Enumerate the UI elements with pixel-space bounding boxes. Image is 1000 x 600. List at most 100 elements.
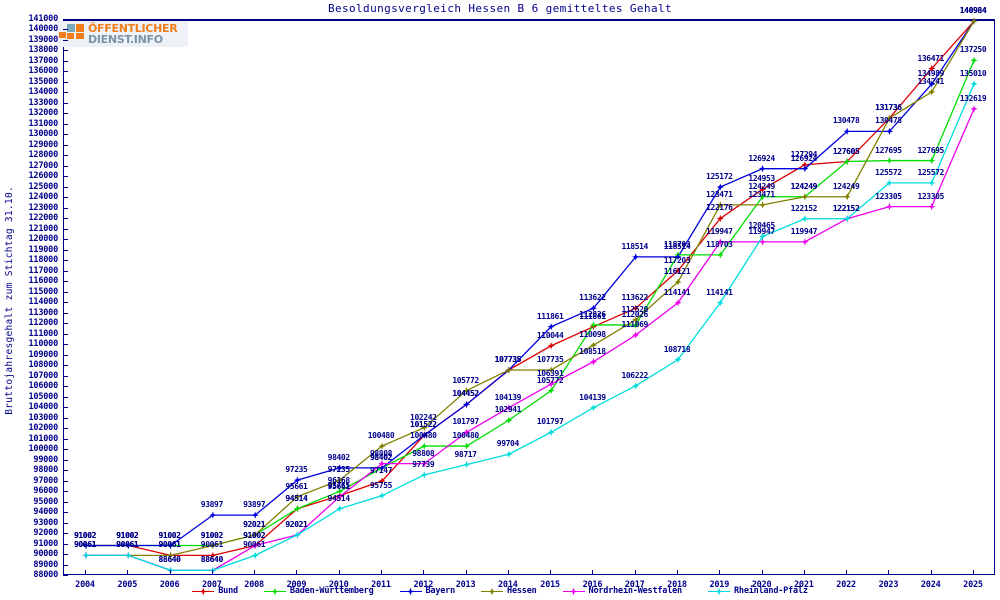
y-axis-tick-mark [63, 386, 68, 388]
x-axis-tick-label: 2008 [244, 580, 264, 590]
data-point-marker [928, 156, 936, 165]
chart-legend: Bund Baden-Württemberg Bayern Hessen Nordrhe… [0, 586, 1000, 596]
y-axis-tick-mark [63, 407, 68, 409]
data-point-marker [251, 541, 259, 550]
y-axis-tick-label: 132000 [28, 108, 58, 119]
data-point-marker [82, 551, 90, 559]
y-axis-tick-mark [63, 81, 68, 83]
y-axis-tick-label: 103000 [28, 412, 58, 423]
y-axis-tick-label: 108000 [28, 360, 58, 371]
data-point-marker [970, 80, 978, 88]
y-axis-tick-label: 111000 [28, 328, 58, 339]
data-point-marker [716, 201, 724, 209]
y-axis-tick-label: 140000 [28, 24, 58, 35]
legend-item-bayern[interactable]: Bayern [399, 586, 455, 596]
series-line [86, 83, 975, 571]
data-point-marker [547, 342, 555, 350]
x-axis-tick-mark [719, 570, 721, 575]
x-axis-tick-mark [169, 570, 171, 575]
series-line [86, 20, 975, 557]
data-point-marker [716, 214, 724, 223]
y-axis-tick-label: 90000 [33, 549, 58, 560]
x-axis-tick-label: 2015 [540, 580, 560, 590]
y-axis-tick-label: 123000 [28, 202, 58, 213]
data-point-marker [801, 238, 809, 246]
data-point-marker [632, 304, 640, 312]
y-axis-tick-label: 106000 [28, 381, 58, 392]
data-point-marker [970, 17, 978, 25]
data-point-marker [420, 423, 428, 432]
x-axis-tick-label: 2019 [709, 580, 730, 590]
x-axis-tick-label: 2021 [794, 580, 814, 590]
y-axis-tick-mark [63, 29, 68, 31]
data-point-marker [293, 505, 302, 513]
legend-item-baden-w-rttemberg[interactable]: Baden-Württemberg [263, 586, 374, 596]
y-axis-tick-label: 136000 [28, 66, 58, 77]
x-axis-tick-label: 2009 [286, 580, 307, 590]
legend-marker-icon [399, 586, 422, 596]
x-axis-tick-mark [973, 570, 974, 575]
logo-line-1: ÖFFENTLICHER [88, 21, 178, 35]
data-point-marker [336, 476, 344, 484]
y-axis-tick-mark [63, 102, 68, 104]
x-axis-tick-mark [803, 570, 805, 575]
data-point-marker [674, 356, 682, 364]
legend-item-hessen[interactable]: Hessen [481, 586, 537, 596]
y-axis-tick-mark [63, 50, 68, 52]
y-axis-tick-label: 135000 [28, 76, 58, 87]
x-axis-tick-mark [211, 570, 213, 575]
y-axis-tick-label: 124000 [28, 192, 58, 203]
y-axis-tick-label: 131000 [28, 118, 58, 129]
plot-area [63, 17, 995, 575]
x-axis-tick-mark [592, 570, 594, 575]
data-point-marker [928, 88, 936, 96]
data-point-marker [124, 551, 132, 559]
y-axis-tick-mark [63, 354, 68, 356]
data-point-marker [547, 428, 555, 436]
data-point-marker [336, 487, 344, 495]
data-point-marker [928, 64, 936, 73]
x-axis-tick-mark [254, 570, 256, 575]
y-axis-tick-label: 104000 [28, 402, 58, 413]
data-point-marker [885, 203, 894, 211]
data-point-marker [589, 321, 598, 329]
legend-item-rheinland-pfalz[interactable]: Rheinland-Pfalz [707, 586, 808, 596]
y-axis-tick-label: 110000 [28, 339, 58, 350]
x-axis-tick-mark [507, 570, 509, 575]
legend-label: Rheinland-Pfalz [733, 586, 808, 596]
data-point-marker [124, 541, 132, 550]
y-axis-tick-mark [63, 176, 68, 178]
y-axis-tick-mark [63, 564, 68, 566]
data-point-marker [674, 278, 682, 286]
y-axis-tick-label: 127000 [28, 160, 58, 171]
y-axis-tick-label: 109000 [28, 349, 58, 360]
y-axis-tick-label: 137000 [28, 55, 58, 66]
data-point-marker [547, 366, 555, 374]
data-point-marker [462, 460, 471, 469]
legend-item-nordrhein-westfalen[interactable]: Nordrhein-Westfalen [562, 586, 682, 596]
data-point-marker [970, 56, 978, 64]
logo-line-2: DIENST.INFO [88, 33, 163, 46]
data-point-marker [716, 299, 724, 307]
series-line [86, 108, 975, 571]
y-axis-tick-mark [63, 512, 68, 514]
y-axis-tick-mark [63, 491, 68, 493]
y-axis-tick-mark [63, 218, 68, 220]
data-point-marker [758, 193, 767, 201]
y-axis-tick-label: 115000 [28, 286, 58, 297]
y-axis-tick-mark [63, 375, 68, 377]
data-point-marker [166, 566, 175, 574]
legend-item-bund[interactable]: Bund [192, 586, 238, 596]
data-point-marker [885, 179, 894, 187]
y-axis-tick-label: 121000 [28, 223, 58, 234]
x-axis-tick-label: 2017 [624, 580, 645, 590]
data-point-marker [801, 193, 809, 201]
x-axis-tick-label: 2023 [878, 580, 899, 590]
data-point-marker [378, 464, 386, 472]
data-point-marker [251, 551, 259, 559]
data-point-marker [589, 404, 598, 412]
data-point-marker [505, 416, 513, 424]
x-axis-tick-label: 2013 [455, 580, 476, 590]
data-point-marker [758, 165, 767, 173]
x-axis-tick-mark [465, 570, 467, 575]
